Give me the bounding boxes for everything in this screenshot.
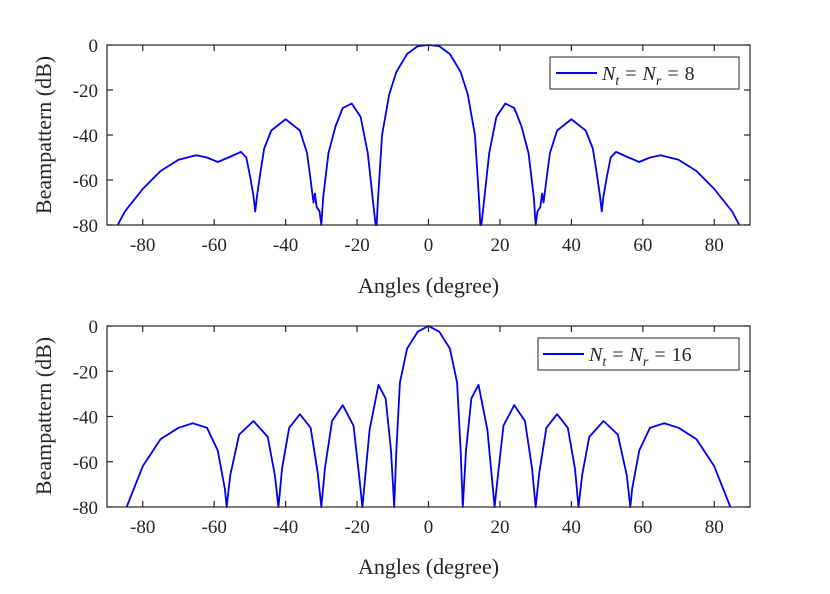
x-tick-label-bottom: 20	[490, 517, 509, 538]
y-tick-label-bottom: -20	[73, 362, 98, 383]
x-tick-label-bottom: -40	[273, 517, 298, 538]
subplot-bottom: -80 -60 -40 -20 0 20 40 60 80 0 -20 -40 -60 -80 Beamp…	[31, 317, 751, 579]
ticks-top: -80 -60 -40 -20 0 20 40 60 80 0 -20 -40 -60 -80	[73, 36, 750, 256]
y-tick-label-bottom: 0	[89, 317, 99, 338]
plot-area-bottom: -80 -60 -40 -20 0 20 40 60 80 0 -20 -40 -60 -80	[73, 317, 751, 538]
legend-top: Nt = Nr = 8	[549, 56, 740, 90]
legend-bottom: Nt = Nr = 16	[537, 337, 740, 371]
legend-label-bottom: Nt = Nr = 16	[588, 344, 692, 370]
x-tick-label-top: 0	[424, 235, 434, 256]
x-tick-label-bottom: 0	[424, 517, 434, 538]
y-axis-label-bottom: Beampattern (dB)	[31, 337, 56, 495]
x-tick-label-bottom: 60	[633, 517, 652, 538]
x-tick-label-top: -60	[202, 235, 227, 256]
x-tick-label-top: -40	[273, 235, 298, 256]
x-tick-label-top: -80	[130, 235, 155, 256]
x-tick-label-top: 60	[633, 235, 652, 256]
x-tick-label-top: 80	[705, 235, 724, 256]
y-tick-label-top: -40	[73, 126, 98, 147]
y-tick-label-top: -80	[73, 216, 98, 237]
x-axis-label-bottom: Angles (degree)	[358, 554, 499, 579]
y-tick-label-bottom: -60	[73, 453, 98, 474]
x-tick-label-bottom: 80	[705, 517, 724, 538]
y-axis-label-top: Beampattern (dB)	[31, 56, 56, 214]
y-tick-label-top: 0	[89, 36, 99, 57]
x-tick-label-bottom: -80	[130, 517, 155, 538]
x-tick-label-bottom: -60	[202, 517, 227, 538]
y-tick-label-top: -60	[73, 171, 98, 192]
x-tick-label-top: 20	[490, 235, 509, 256]
x-tick-label-top: -20	[344, 235, 369, 256]
y-tick-label-bottom: -40	[73, 408, 98, 429]
x-tick-label-bottom: -20	[344, 517, 369, 538]
x-axis-label-top: Angles (degree)	[358, 273, 499, 298]
plot-area-top: -80 -60 -40 -20 0 20 40 60 80 0 -20 -40 -60 -80	[73, 36, 751, 256]
x-tick-label-top: 40	[562, 235, 581, 256]
ticks-bottom: -80 -60 -40 -20 0 20 40 60 80 0 -20 -40 -60 -80	[73, 317, 750, 538]
y-tick-label-top: -20	[73, 81, 98, 102]
y-tick-label-bottom: -80	[73, 498, 98, 519]
legend-label-top: Nt = Nr = 8	[601, 63, 695, 89]
subplot-top: -80 -60 -40 -20 0 20 40 60 80 0 -20 -40 -60 -80 Beamp…	[31, 36, 751, 298]
x-tick-label-bottom: 40	[562, 517, 581, 538]
